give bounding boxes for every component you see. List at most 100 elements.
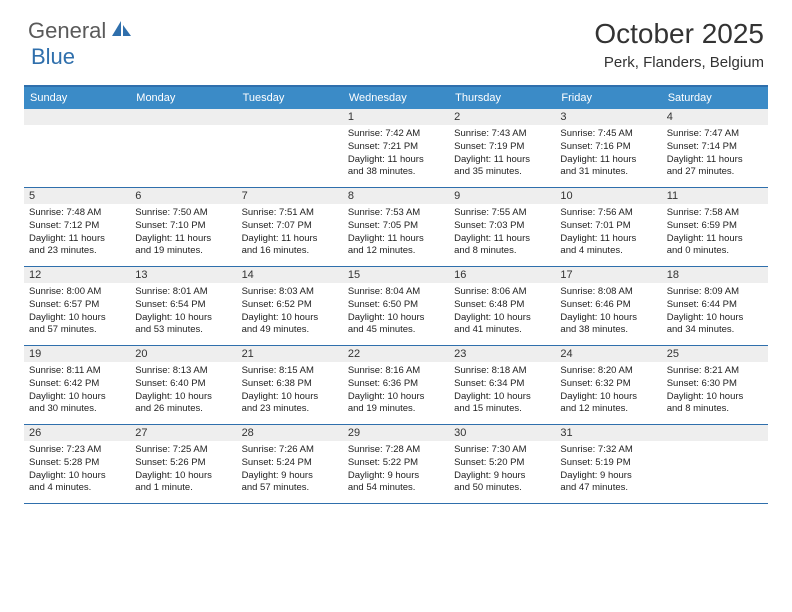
day-cell: 26Sunrise: 7:23 AMSunset: 5:28 PMDayligh… bbox=[24, 425, 130, 503]
day-line: Daylight: 11 hours bbox=[560, 154, 656, 167]
day-body: Sunrise: 7:45 AMSunset: 7:16 PMDaylight:… bbox=[555, 125, 661, 183]
day-body: Sunrise: 8:16 AMSunset: 6:36 PMDaylight:… bbox=[343, 362, 449, 420]
day-number: 24 bbox=[555, 346, 661, 362]
day-line: Daylight: 11 hours bbox=[560, 233, 656, 246]
day-cell: 27Sunrise: 7:25 AMSunset: 5:26 PMDayligh… bbox=[130, 425, 236, 503]
day-body: Sunrise: 7:51 AMSunset: 7:07 PMDaylight:… bbox=[237, 204, 343, 262]
day-line: Daylight: 11 hours bbox=[29, 233, 125, 246]
day-line: Sunset: 6:50 PM bbox=[348, 299, 444, 312]
day-line: Sunrise: 8:13 AM bbox=[135, 365, 231, 378]
day-line: Sunrise: 7:48 AM bbox=[29, 207, 125, 220]
day-body: Sunrise: 7:32 AMSunset: 5:19 PMDaylight:… bbox=[555, 441, 661, 499]
day-line: Sunrise: 7:51 AM bbox=[242, 207, 338, 220]
day-number-empty bbox=[24, 109, 130, 125]
day-line: and 50 minutes. bbox=[454, 482, 550, 495]
day-line: Sunset: 7:14 PM bbox=[667, 141, 763, 154]
day-line: Daylight: 10 hours bbox=[242, 312, 338, 325]
day-cell: 5Sunrise: 7:48 AMSunset: 7:12 PMDaylight… bbox=[24, 188, 130, 266]
day-line: Sunrise: 7:26 AM bbox=[242, 444, 338, 457]
day-line: Sunset: 6:30 PM bbox=[667, 378, 763, 391]
day-line: and 19 minutes. bbox=[348, 403, 444, 416]
day-line: Sunrise: 7:43 AM bbox=[454, 128, 550, 141]
day-number-empty bbox=[662, 425, 768, 441]
day-header: Wednesday bbox=[343, 87, 449, 109]
day-line: Sunset: 5:24 PM bbox=[242, 457, 338, 470]
day-line: and 30 minutes. bbox=[29, 403, 125, 416]
day-number: 29 bbox=[343, 425, 449, 441]
logo-text-general: General bbox=[28, 18, 106, 44]
day-line: Sunset: 7:12 PM bbox=[29, 220, 125, 233]
day-line: Sunset: 7:01 PM bbox=[560, 220, 656, 233]
day-number: 19 bbox=[24, 346, 130, 362]
day-line: Daylight: 9 hours bbox=[454, 470, 550, 483]
day-line: Sunrise: 8:16 AM bbox=[348, 365, 444, 378]
day-number: 1 bbox=[343, 109, 449, 125]
week-row: 5Sunrise: 7:48 AMSunset: 7:12 PMDaylight… bbox=[24, 188, 768, 267]
logo-sail-icon bbox=[111, 19, 133, 44]
day-body: Sunrise: 8:20 AMSunset: 6:32 PMDaylight:… bbox=[555, 362, 661, 420]
day-body: Sunrise: 7:47 AMSunset: 7:14 PMDaylight:… bbox=[662, 125, 768, 183]
day-cell: 11Sunrise: 7:58 AMSunset: 6:59 PMDayligh… bbox=[662, 188, 768, 266]
day-line: Daylight: 10 hours bbox=[560, 391, 656, 404]
day-line: Sunrise: 7:32 AM bbox=[560, 444, 656, 457]
day-line: Sunrise: 7:42 AM bbox=[348, 128, 444, 141]
day-line: Daylight: 10 hours bbox=[560, 312, 656, 325]
day-line: and 38 minutes. bbox=[348, 166, 444, 179]
day-line: Sunset: 6:42 PM bbox=[29, 378, 125, 391]
day-line: Daylight: 10 hours bbox=[29, 391, 125, 404]
day-line: Sunset: 6:59 PM bbox=[667, 220, 763, 233]
day-line: Sunrise: 7:58 AM bbox=[667, 207, 763, 220]
day-body: Sunrise: 8:06 AMSunset: 6:48 PMDaylight:… bbox=[449, 283, 555, 341]
day-line: Sunrise: 8:01 AM bbox=[135, 286, 231, 299]
day-number: 25 bbox=[662, 346, 768, 362]
day-line: Sunrise: 8:18 AM bbox=[454, 365, 550, 378]
day-number: 23 bbox=[449, 346, 555, 362]
day-body: Sunrise: 8:11 AMSunset: 6:42 PMDaylight:… bbox=[24, 362, 130, 420]
day-line: Sunrise: 8:21 AM bbox=[667, 365, 763, 378]
day-line: and 47 minutes. bbox=[560, 482, 656, 495]
day-line: Sunset: 5:28 PM bbox=[29, 457, 125, 470]
day-line: Sunrise: 8:00 AM bbox=[29, 286, 125, 299]
logo: General bbox=[28, 18, 135, 44]
day-number: 31 bbox=[555, 425, 661, 441]
day-line: and 4 minutes. bbox=[29, 482, 125, 495]
day-body: Sunrise: 7:53 AMSunset: 7:05 PMDaylight:… bbox=[343, 204, 449, 262]
day-body: Sunrise: 7:48 AMSunset: 7:12 PMDaylight:… bbox=[24, 204, 130, 262]
day-line: Sunset: 6:34 PM bbox=[454, 378, 550, 391]
day-line: and 12 minutes. bbox=[348, 245, 444, 258]
day-line: and 57 minutes. bbox=[29, 324, 125, 337]
day-line: Daylight: 10 hours bbox=[135, 391, 231, 404]
day-line: Sunset: 6:54 PM bbox=[135, 299, 231, 312]
day-number: 28 bbox=[237, 425, 343, 441]
day-line: and 16 minutes. bbox=[242, 245, 338, 258]
day-body: Sunrise: 8:09 AMSunset: 6:44 PMDaylight:… bbox=[662, 283, 768, 341]
day-number: 7 bbox=[237, 188, 343, 204]
day-line: Daylight: 11 hours bbox=[348, 233, 444, 246]
day-number: 27 bbox=[130, 425, 236, 441]
week-row: 19Sunrise: 8:11 AMSunset: 6:42 PMDayligh… bbox=[24, 346, 768, 425]
day-line: Sunset: 7:07 PM bbox=[242, 220, 338, 233]
day-header: Sunday bbox=[24, 87, 130, 109]
title-block: October 2025 Perk, Flanders, Belgium bbox=[594, 18, 764, 71]
day-cell: 18Sunrise: 8:09 AMSunset: 6:44 PMDayligh… bbox=[662, 267, 768, 345]
day-line: Sunrise: 8:20 AM bbox=[560, 365, 656, 378]
day-cell: 16Sunrise: 8:06 AMSunset: 6:48 PMDayligh… bbox=[449, 267, 555, 345]
day-cell: 6Sunrise: 7:50 AMSunset: 7:10 PMDaylight… bbox=[130, 188, 236, 266]
day-line: and 12 minutes. bbox=[560, 403, 656, 416]
day-line: Daylight: 10 hours bbox=[667, 391, 763, 404]
day-number: 17 bbox=[555, 267, 661, 283]
day-line: Sunrise: 7:53 AM bbox=[348, 207, 444, 220]
day-line: Daylight: 9 hours bbox=[242, 470, 338, 483]
day-line: and 23 minutes. bbox=[29, 245, 125, 258]
day-line: and 57 minutes. bbox=[242, 482, 338, 495]
day-line: and 41 minutes. bbox=[454, 324, 550, 337]
day-line: and 4 minutes. bbox=[560, 245, 656, 258]
day-line: and 49 minutes. bbox=[242, 324, 338, 337]
day-line: Sunrise: 8:08 AM bbox=[560, 286, 656, 299]
day-line: Sunrise: 8:04 AM bbox=[348, 286, 444, 299]
day-cell: 29Sunrise: 7:28 AMSunset: 5:22 PMDayligh… bbox=[343, 425, 449, 503]
day-line: Daylight: 10 hours bbox=[348, 312, 444, 325]
page-subtitle: Perk, Flanders, Belgium bbox=[594, 54, 764, 71]
day-line: Sunset: 6:46 PM bbox=[560, 299, 656, 312]
day-line: Sunset: 7:10 PM bbox=[135, 220, 231, 233]
